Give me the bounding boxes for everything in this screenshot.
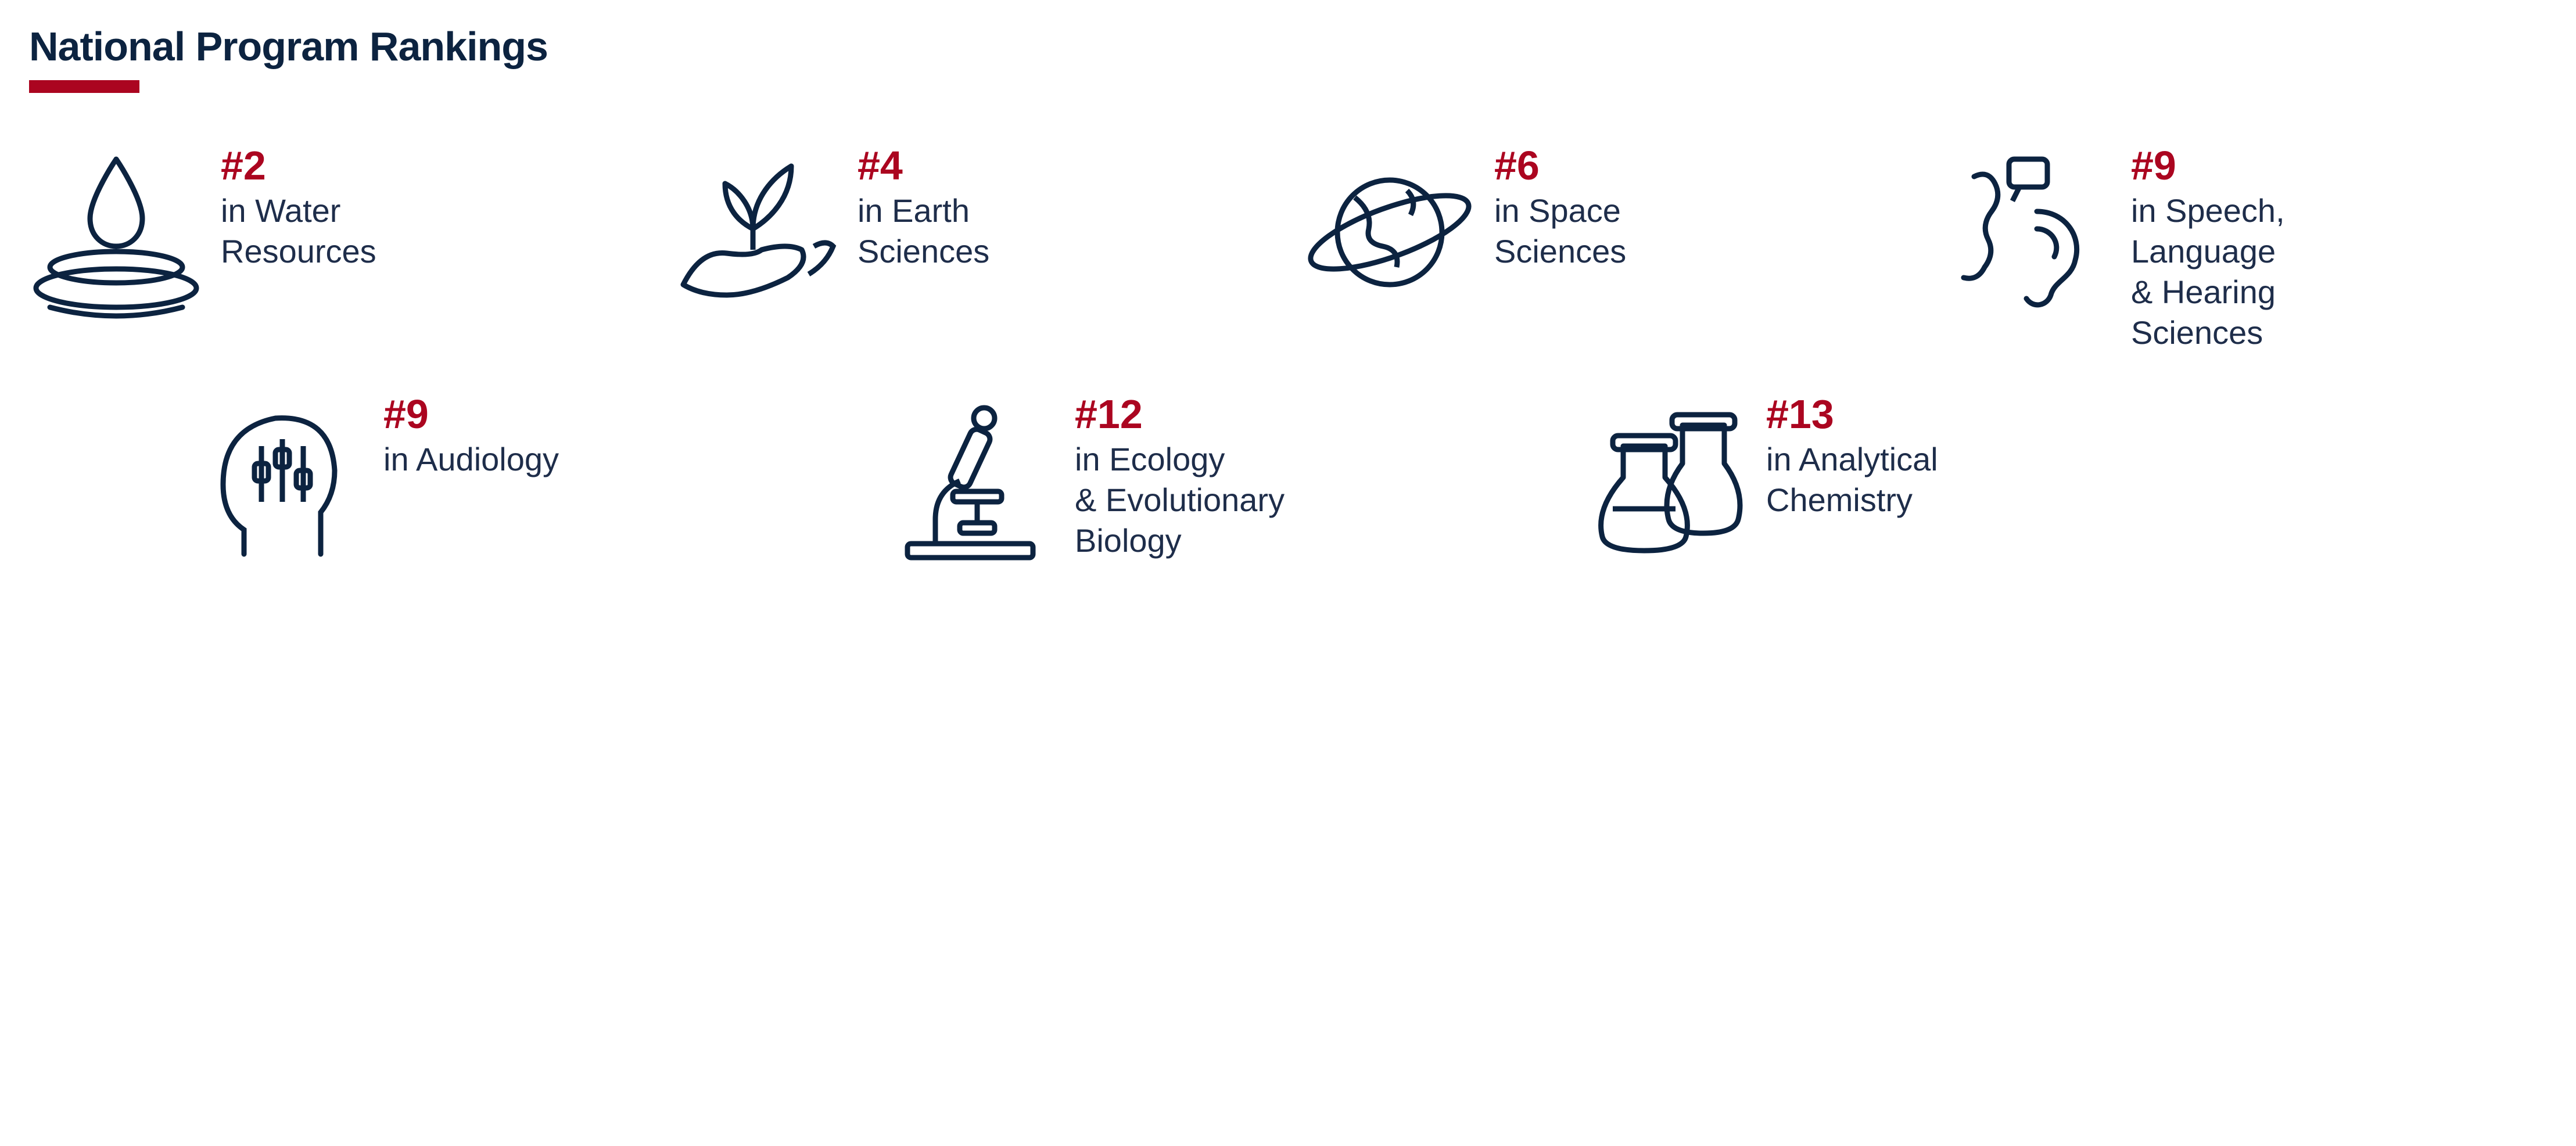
ranking-text: #2 in WaterResources bbox=[221, 145, 376, 272]
rank-number: #9 bbox=[383, 394, 559, 434]
ranking-text: #9 in Audiology bbox=[383, 394, 559, 480]
ranking-card: #4 in EarthSciences bbox=[666, 145, 1273, 353]
ranking-text: #4 in EarthSciences bbox=[858, 145, 989, 272]
water-drop-icon bbox=[29, 145, 203, 319]
page-title: National Program Rankings bbox=[29, 23, 2547, 70]
rank-number: #2 bbox=[221, 145, 376, 186]
rank-label: in SpaceSciences bbox=[1494, 191, 1626, 272]
ranking-card: #9 in Audiology bbox=[192, 394, 854, 568]
accent-bar bbox=[29, 80, 139, 93]
ranking-card: #9 in Speech,Language& HearingSciences bbox=[1939, 145, 2547, 353]
ranking-card: #6 in SpaceSciences bbox=[1303, 145, 1910, 353]
speech-hearing-icon bbox=[1939, 145, 2114, 319]
head-audio-icon bbox=[192, 394, 366, 568]
rank-number: #4 bbox=[858, 145, 989, 186]
rank-number: #12 bbox=[1075, 394, 1285, 434]
ranking-text: #12 in Ecology& EvolutionaryBiology bbox=[1075, 394, 1285, 561]
ranking-card: #13 in AnalyticalChemistry bbox=[1574, 394, 2237, 568]
microscope-icon bbox=[883, 394, 1057, 568]
ranking-card: #12 in Ecology& EvolutionaryBiology bbox=[883, 394, 1545, 568]
rank-number: #13 bbox=[1766, 394, 1938, 434]
planet-icon bbox=[1303, 145, 1477, 319]
rank-label: in Ecology& EvolutionaryBiology bbox=[1075, 439, 1285, 561]
flasks-icon bbox=[1574, 394, 1749, 568]
rank-label: in EarthSciences bbox=[858, 191, 989, 272]
hand-leaf-icon bbox=[666, 145, 840, 319]
rank-label: in AnalyticalChemistry bbox=[1766, 439, 1938, 520]
ranking-text: #9 in Speech,Language& HearingSciences bbox=[2131, 145, 2285, 353]
ranking-card: #2 in WaterResources bbox=[29, 145, 637, 353]
rank-number: #9 bbox=[2131, 145, 2285, 186]
ranking-text: #13 in AnalyticalChemistry bbox=[1766, 394, 1938, 520]
rank-number: #6 bbox=[1494, 145, 1626, 186]
ranking-text: #6 in SpaceSciences bbox=[1494, 145, 1626, 272]
rankings-row-2: #9 in Audiology #12 in Ecology& Evolutio… bbox=[29, 394, 2237, 568]
rank-label: in Speech,Language& HearingSciences bbox=[2131, 191, 2285, 353]
rankings-row-1: #2 in WaterResources #4 in EarthSciences bbox=[29, 145, 2547, 353]
rank-label: in WaterResources bbox=[221, 191, 376, 272]
rank-label: in Audiology bbox=[383, 439, 559, 480]
